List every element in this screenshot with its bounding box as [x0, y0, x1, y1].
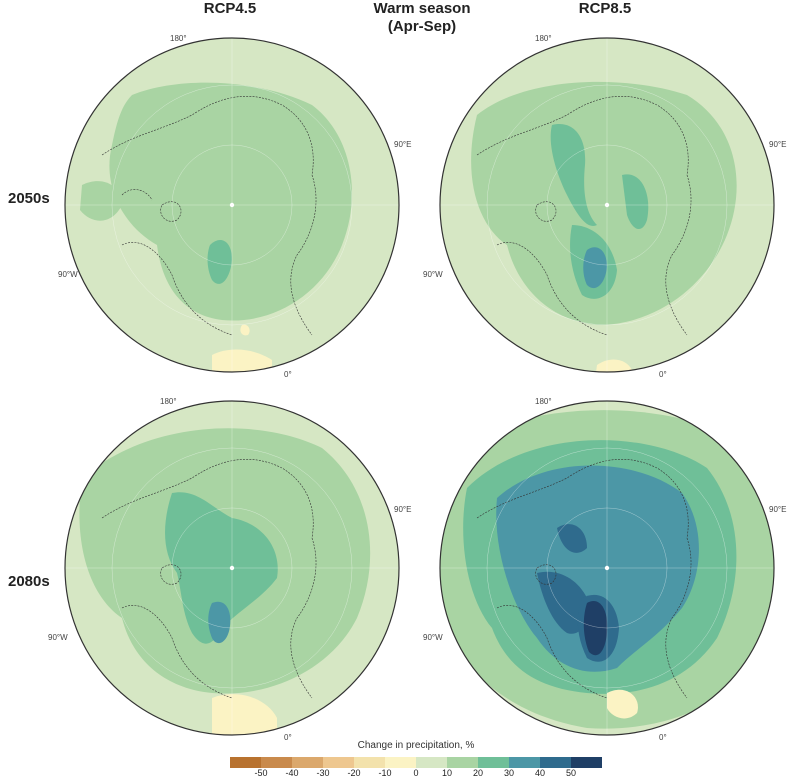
precip-band-20-30 — [622, 174, 649, 230]
colorbar-ticks: -50 -40 -30 -20 -10 0 10 20 30 40 50 — [230, 768, 602, 780]
colorbar-tick-label: 20 — [472, 768, 484, 778]
precip-decrease-patch — [212, 349, 272, 372]
precip-decrease-patch — [595, 359, 632, 372]
colorbar-bin — [230, 757, 262, 768]
lon-label-90e: 90°E — [394, 505, 411, 514]
map-boundary — [64, 400, 400, 736]
polar-map-svg: 180° 90°E 90°W 0° — [423, 34, 786, 379]
lon-label-180: 180° — [535, 397, 552, 406]
north-pole-marker — [229, 565, 235, 571]
precip-decrease-patch — [212, 694, 277, 735]
lon-label-90e: 90°E — [769, 505, 786, 514]
column-title-rcp45: RCP4.5 — [203, 0, 257, 17]
colorbar-tick-label: 40 — [534, 768, 546, 778]
lon-label-90w: 90°W — [58, 270, 78, 279]
lon-label-180: 180° — [535, 34, 552, 43]
season-subtitle: (Apr-Sep) — [387, 18, 457, 35]
north-pole-marker — [229, 202, 235, 208]
polar-map-svg: 180° 90°E 90°W 0° — [58, 34, 411, 379]
colorbar-bin — [323, 757, 355, 768]
season-title: Warm season — [373, 0, 471, 17]
north-pole-marker — [604, 202, 610, 208]
colorbar — [230, 757, 602, 768]
map-boundary — [64, 37, 400, 373]
precip-band-30-40 — [583, 247, 607, 289]
map-2080s-rcp85: 180° 90°E 90°W 0° — [423, 397, 786, 742]
map-2080s-rcp45: 180° 90°E 90°W 0° — [48, 397, 411, 742]
map-boundary — [439, 37, 775, 373]
lon-label-90e: 90°E — [769, 140, 786, 149]
colorbar-bin — [354, 757, 386, 768]
colorbar-bin — [509, 757, 541, 768]
precip-band-40-50 — [557, 524, 587, 553]
lon-label-0: 0° — [659, 733, 667, 742]
lon-label-0: 0° — [284, 733, 292, 742]
precip-band-10-20 — [471, 81, 737, 325]
colorbar-bin — [292, 757, 324, 768]
lon-label-180: 180° — [160, 397, 177, 406]
colorbar-tick-label: -40 — [285, 768, 299, 778]
precip-band-50-plus — [583, 601, 608, 656]
colorbar-tick-label: 0 — [413, 768, 419, 778]
map-boundary — [439, 400, 775, 736]
lon-label-180: 180° — [170, 34, 187, 43]
colorbar-tick-label: -10 — [378, 768, 392, 778]
lon-label-0: 0° — [659, 370, 667, 379]
precip-band-10-20 — [80, 181, 122, 221]
colorbar-bin — [571, 757, 602, 768]
coastlines — [101, 459, 317, 699]
lon-label-90w: 90°W — [423, 270, 443, 279]
column-title-season: Warm season (Apr-Sep) — [342, 0, 502, 36]
precip-band-20-30 — [550, 124, 597, 226]
colorbar-bin — [416, 757, 448, 768]
colorbar-tick-label: 50 — [565, 768, 577, 778]
lon-label-90e: 90°E — [394, 140, 411, 149]
lon-label-90w: 90°W — [423, 633, 443, 642]
colorbar-tick-label: -50 — [254, 768, 268, 778]
column-title-rcp85: RCP8.5 — [578, 0, 632, 17]
colorbar-tick-label: 30 — [503, 768, 515, 778]
colorbar-bin — [385, 757, 417, 768]
coastlines — [476, 96, 692, 336]
polar-map-svg: 180° 90°E 90°W 0° — [48, 397, 411, 742]
precip-band-10-20 — [109, 82, 352, 321]
colorbar-tick-label: 10 — [441, 768, 453, 778]
coastlines — [101, 96, 317, 336]
precip-decrease-patch — [607, 689, 638, 719]
colorbar-bin — [478, 757, 510, 768]
colorbar-title: Change in precipitation, % — [357, 740, 475, 751]
row-title-2080s: 2080s — [8, 573, 50, 590]
lon-label-0: 0° — [284, 370, 292, 379]
lon-label-90w: 90°W — [48, 633, 68, 642]
precip-band-30-40 — [496, 465, 699, 672]
precip-band-30-40 — [208, 601, 231, 644]
coastlines — [476, 459, 692, 699]
map-2050s-rcp45: 180° 90°E 90°W 0° — [58, 34, 411, 379]
colorbar-tick-label: -30 — [316, 768, 330, 778]
colorbar-tick-label: -20 — [347, 768, 361, 778]
precip-band-40-50 — [537, 571, 589, 634]
precip-decrease-patch — [240, 324, 250, 336]
colorbar-bin — [261, 757, 293, 768]
map-2050s-rcp85: 180° 90°E 90°W 0° — [423, 34, 786, 379]
colorbar-bin — [540, 757, 572, 768]
precip-band-20-30 — [207, 240, 232, 284]
row-title-2050s: 2050s — [8, 190, 50, 207]
north-pole-marker — [604, 565, 610, 571]
polar-map-svg: 180° 90°E 90°W 0° — [423, 397, 786, 742]
colorbar-bin — [447, 757, 479, 768]
